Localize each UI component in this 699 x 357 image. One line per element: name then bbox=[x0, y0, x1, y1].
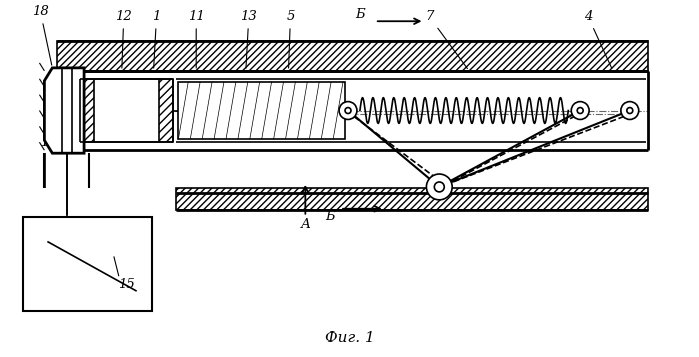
Text: 7: 7 bbox=[425, 10, 468, 69]
Circle shape bbox=[621, 102, 639, 120]
Bar bbox=[176, 188, 648, 210]
Text: 18: 18 bbox=[32, 5, 52, 65]
Text: 5: 5 bbox=[287, 10, 295, 68]
Text: А: А bbox=[301, 218, 310, 231]
Bar bbox=[22, 217, 152, 311]
Text: Фиг. 1: Фиг. 1 bbox=[325, 331, 375, 345]
Text: 13: 13 bbox=[240, 10, 257, 68]
Polygon shape bbox=[45, 68, 84, 153]
Circle shape bbox=[434, 182, 445, 192]
Text: 12: 12 bbox=[115, 10, 132, 68]
Bar bbox=[80, 79, 94, 142]
Text: 16: 16 bbox=[40, 136, 57, 149]
Circle shape bbox=[345, 107, 351, 114]
Text: 15: 15 bbox=[118, 278, 135, 291]
Circle shape bbox=[571, 102, 589, 120]
Bar bbox=[57, 41, 648, 71]
Circle shape bbox=[627, 107, 633, 114]
Circle shape bbox=[426, 174, 452, 200]
Bar bbox=[159, 79, 173, 142]
Circle shape bbox=[339, 102, 357, 120]
Text: 1: 1 bbox=[152, 10, 161, 68]
Bar bbox=[80, 79, 173, 142]
Text: 11: 11 bbox=[188, 10, 205, 68]
Text: 4: 4 bbox=[584, 10, 612, 68]
Text: Б: Б bbox=[355, 8, 365, 21]
Bar bbox=[178, 82, 345, 139]
Text: Б: Б bbox=[325, 210, 335, 223]
Circle shape bbox=[577, 107, 583, 114]
